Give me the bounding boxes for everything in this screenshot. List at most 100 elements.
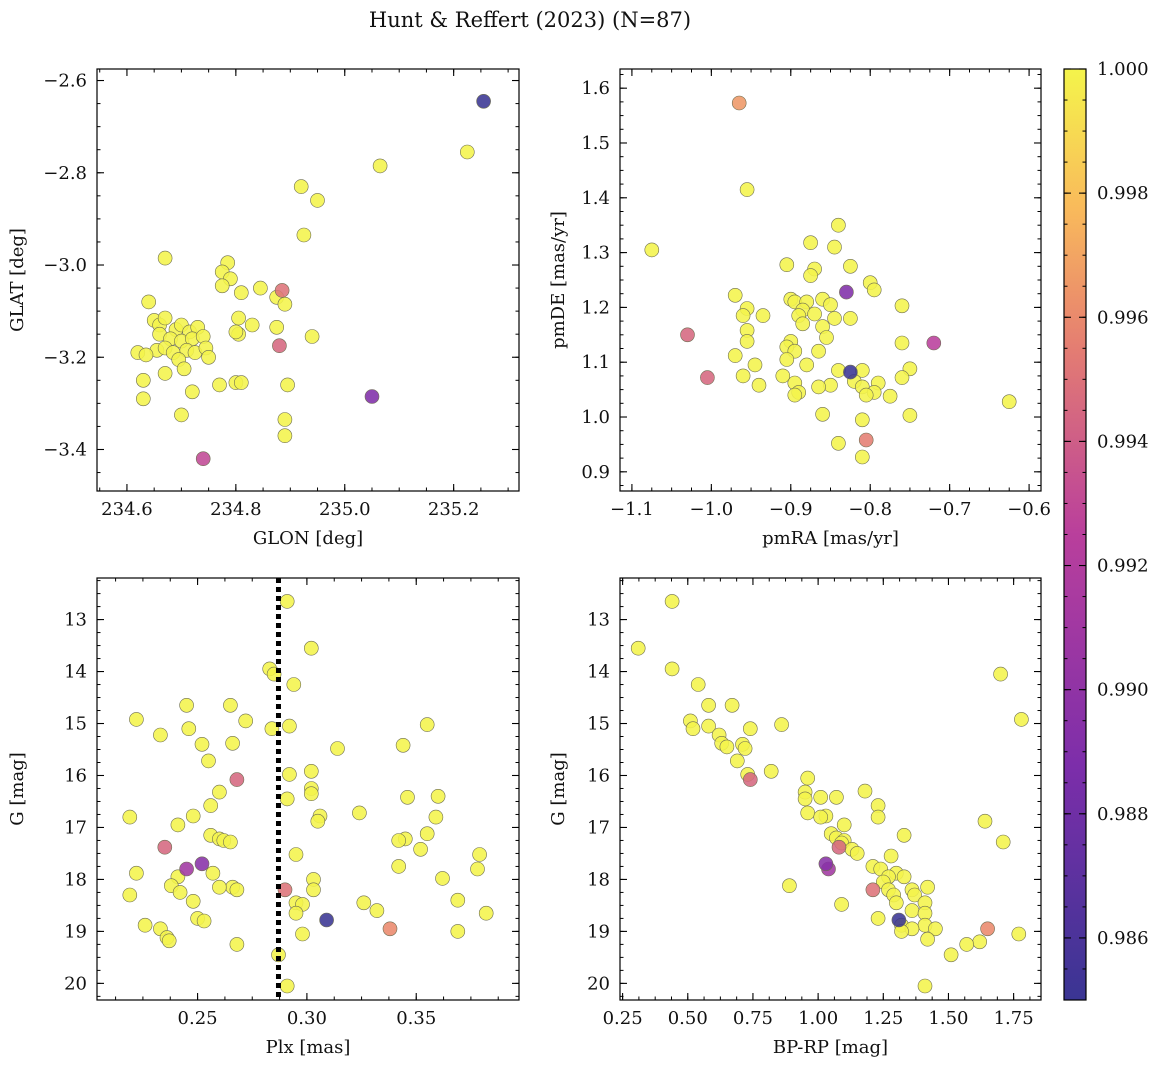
data-point	[735, 308, 751, 323]
data-point	[229, 937, 245, 952]
data-point	[818, 856, 834, 872]
data-point	[894, 335, 910, 351]
colorbar-gradient	[1064, 69, 1086, 1000]
data-point	[391, 833, 407, 848]
data-point	[839, 284, 854, 300]
data-point	[742, 772, 758, 787]
x-axis-label: pmRA [mas/yr]	[762, 528, 899, 549]
x-tick-label: 0.50	[668, 1008, 708, 1029]
data-point	[157, 366, 173, 381]
data-point	[229, 772, 245, 787]
data-point	[264, 721, 280, 737]
data-point	[800, 805, 816, 821]
data-point	[280, 377, 295, 393]
data-point	[731, 95, 747, 111]
data-point	[279, 978, 295, 994]
x-tick-label: −0.9	[769, 499, 813, 520]
data-point	[858, 432, 874, 448]
x-tick-label: 235.2	[428, 499, 480, 520]
data-point	[920, 879, 935, 895]
data-point	[310, 193, 325, 208]
data-point	[920, 931, 935, 947]
data-point	[277, 412, 293, 427]
data-point	[727, 287, 743, 303]
y-tick-label: 1.5	[581, 133, 610, 154]
data-point	[995, 834, 1011, 850]
data-point	[244, 317, 260, 333]
data-point	[212, 879, 227, 895]
data-point	[430, 788, 446, 804]
data-point	[310, 813, 326, 829]
data-point	[129, 865, 144, 881]
data-point	[174, 407, 189, 423]
data-point	[450, 892, 466, 908]
data-point	[690, 677, 706, 692]
data-point	[352, 805, 367, 821]
x-tick-label: −1.0	[689, 499, 733, 520]
data-point	[891, 912, 907, 928]
data-point	[630, 640, 646, 656]
x-tick-label: 0.30	[287, 1008, 327, 1029]
data-point	[782, 878, 797, 894]
y-tick-label: 13	[587, 610, 610, 631]
data-point	[201, 349, 216, 365]
data-point	[161, 933, 177, 949]
panel-plx-g: 0.25 0.30 0.35 13 14 15 16 17 18 19 20 Plx [mas] G […	[7, 577, 520, 1058]
data-point	[138, 347, 154, 363]
x-tick-label: 0.25	[603, 1008, 643, 1029]
data-point	[391, 859, 407, 874]
axis-ticks	[620, 578, 1041, 1000]
data-point	[834, 897, 849, 912]
data-point	[858, 387, 874, 403]
panels-layer: 234.6 234.8 235.0 235.2 −2.6 −2.8 −3.0 −3.2 −3.4…	[7, 68, 1051, 1058]
data-point	[277, 882, 293, 898]
data-point	[369, 903, 385, 918]
data-point	[141, 294, 156, 310]
data-point	[229, 882, 245, 898]
y-tick-label: 16	[587, 765, 610, 786]
y-tick-label: −3.4	[43, 439, 87, 460]
data-point	[977, 813, 993, 829]
data-point	[214, 278, 230, 294]
panel-pmra-pmde: −1.1 −1.0 −0.9 −0.8 −0.7 −0.6 0.9 1.0 1.1 1.2 1.3 1…	[548, 68, 1051, 549]
x-tick-label: 1.75	[994, 1008, 1034, 1029]
data-point	[700, 370, 715, 385]
data-point	[274, 283, 290, 298]
data-point	[774, 717, 789, 732]
data-point	[849, 846, 865, 861]
data-point	[282, 718, 297, 734]
data-point	[195, 451, 211, 467]
data-point	[228, 324, 244, 340]
data-point	[303, 763, 319, 779]
data-point	[896, 869, 912, 885]
data-point	[137, 917, 153, 933]
scatter-points	[130, 94, 491, 467]
y-tick-label: 19	[64, 921, 87, 942]
y-tick-label: 15	[587, 714, 610, 735]
data-point	[203, 798, 218, 813]
data-point	[831, 217, 846, 233]
data-point	[737, 741, 753, 756]
data-point	[129, 712, 144, 727]
data-point	[223, 834, 238, 850]
data-point	[400, 789, 415, 805]
data-point	[831, 435, 846, 451]
x-tick-label: 1.25	[863, 1008, 903, 1029]
data-point	[157, 839, 173, 855]
data-point	[865, 882, 881, 898]
data-point	[685, 721, 701, 737]
colorbar-tick-label: 0.988	[1097, 804, 1149, 825]
y-axis-label: GLAT [deg]	[7, 228, 28, 332]
data-point	[279, 594, 295, 609]
data-point	[306, 882, 321, 898]
data-point	[803, 235, 818, 250]
data-point	[896, 827, 912, 843]
data-point	[843, 364, 858, 380]
x-tick-label: −0.7	[928, 499, 972, 520]
data-point	[719, 739, 735, 755]
scatter-points	[630, 594, 1029, 994]
data-point	[223, 697, 238, 713]
y-tick-label: 1.1	[581, 352, 610, 373]
data-point	[450, 924, 466, 939]
